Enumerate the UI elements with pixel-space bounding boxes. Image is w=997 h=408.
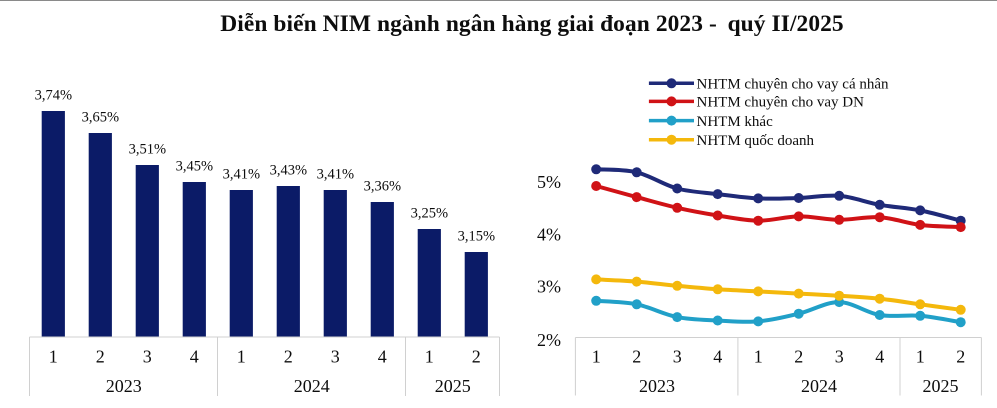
svg-text:2%: 2% xyxy=(537,330,561,350)
svg-text:2: 2 xyxy=(284,347,293,367)
svg-text:5%: 5% xyxy=(537,172,561,192)
svg-text:3,41%: 3,41% xyxy=(317,167,354,183)
svg-text:4: 4 xyxy=(875,347,884,367)
svg-text:3,45%: 3,45% xyxy=(176,159,213,175)
svg-text:3,41%: 3,41% xyxy=(223,167,260,183)
svg-text:3,65%: 3,65% xyxy=(82,110,119,126)
svg-text:2: 2 xyxy=(472,347,481,367)
svg-text:3%: 3% xyxy=(537,277,561,297)
svg-text:1: 1 xyxy=(237,347,246,367)
svg-text:2025: 2025 xyxy=(435,376,471,396)
svg-text:1: 1 xyxy=(916,347,925,367)
svg-text:4: 4 xyxy=(190,347,199,367)
svg-text:2023: 2023 xyxy=(639,376,675,396)
svg-text:NHTM chuyên cho vay DN: NHTM chuyên cho vay DN xyxy=(697,95,865,111)
svg-text:3: 3 xyxy=(835,347,844,367)
svg-text:2025: 2025 xyxy=(923,376,959,396)
svg-text:1: 1 xyxy=(425,347,434,367)
svg-text:2: 2 xyxy=(96,347,105,367)
svg-text:3: 3 xyxy=(673,347,682,367)
svg-text:1: 1 xyxy=(49,347,58,367)
svg-text:4: 4 xyxy=(378,347,387,367)
svg-text:3,74%: 3,74% xyxy=(35,88,72,104)
svg-text:2: 2 xyxy=(632,347,641,367)
svg-text:3,51%: 3,51% xyxy=(129,142,166,158)
svg-text:NHTM chuyên cho vay cá nhân: NHTM chuyên cho vay cá nhân xyxy=(697,77,890,93)
svg-text:4: 4 xyxy=(713,347,722,367)
svg-text:NHTM quốc doanh: NHTM quốc doanh xyxy=(697,133,815,149)
svg-text:1: 1 xyxy=(592,347,601,367)
svg-text:3,15%: 3,15% xyxy=(458,229,495,245)
svg-text:2: 2 xyxy=(956,347,965,367)
svg-text:2023: 2023 xyxy=(106,376,142,396)
svg-text:1: 1 xyxy=(754,347,763,367)
svg-text:3: 3 xyxy=(143,347,152,367)
svg-text:4%: 4% xyxy=(537,224,561,244)
svg-text:3,36%: 3,36% xyxy=(364,179,401,195)
svg-text:3,25%: 3,25% xyxy=(411,206,448,222)
svg-text:3: 3 xyxy=(331,347,340,367)
svg-text:2: 2 xyxy=(794,347,803,367)
svg-text:2024: 2024 xyxy=(801,376,837,396)
svg-text:Diễn biến NIM ngành ngân hàng: Diễn biến NIM ngành ngân hàng giai đoạn … xyxy=(220,11,843,37)
svg-text:3,43%: 3,43% xyxy=(270,163,307,179)
svg-text:2024: 2024 xyxy=(294,376,330,396)
svg-text:NHTM khác: NHTM khác xyxy=(697,114,774,130)
